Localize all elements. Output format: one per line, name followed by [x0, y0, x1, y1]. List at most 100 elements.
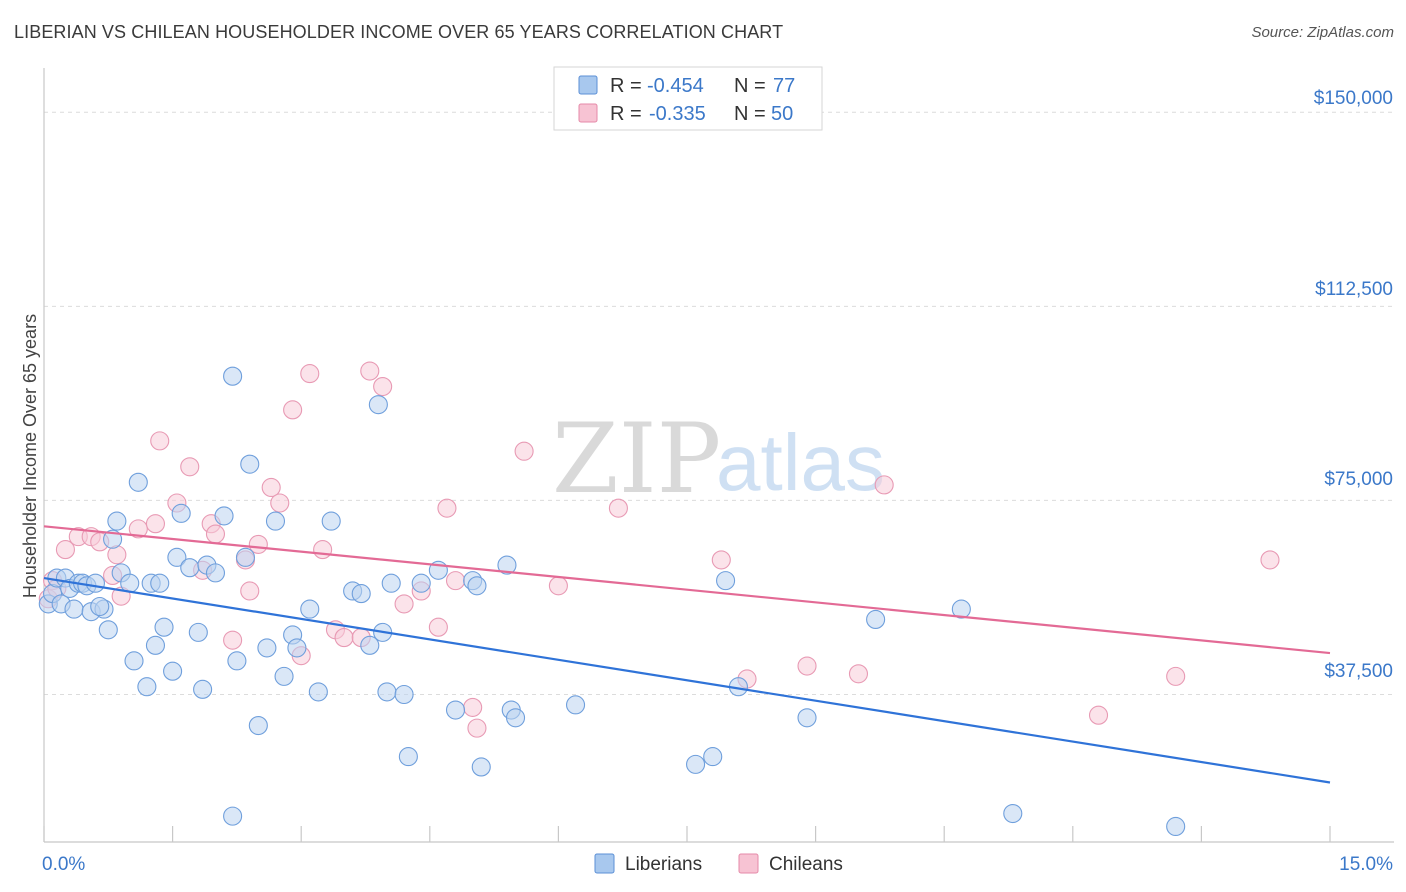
chileans-point	[874, 475, 894, 495]
liberians-point	[797, 708, 817, 728]
liberians-point	[214, 506, 234, 526]
liberians-point	[154, 617, 174, 637]
chileans-point	[797, 656, 817, 676]
legend-r-label: R =	[610, 103, 642, 125]
liberians-point	[193, 679, 213, 699]
legend-swatch-chileans	[578, 103, 598, 123]
liberians-point	[300, 599, 320, 619]
bottom-legend-swatch-liberians	[594, 853, 615, 874]
liberians-point	[145, 635, 166, 655]
liberians-point	[308, 682, 328, 702]
chileans-point	[514, 441, 534, 461]
x-tick-label-min: 0.0%	[42, 854, 85, 875]
chileans-point	[283, 400, 303, 420]
liberians-point	[686, 754, 706, 774]
liberians-point	[163, 661, 183, 681]
liberians-point	[128, 472, 148, 492]
liberians-point	[85, 573, 105, 593]
legend-n-label: N =	[734, 75, 766, 97]
liberians-point	[257, 638, 277, 658]
liberians-point	[137, 677, 157, 697]
liberians-point	[103, 529, 123, 549]
liberians-point	[951, 599, 971, 619]
liberians-point	[223, 806, 243, 826]
liberians-point	[381, 573, 401, 593]
chileans-point	[128, 519, 148, 539]
chileans-point	[467, 718, 487, 738]
liberians-points	[38, 366, 1186, 837]
legend-n-label: N =	[734, 103, 766, 125]
liberians-point	[227, 651, 247, 671]
chileans-point	[180, 457, 200, 477]
liberians-point	[360, 635, 380, 655]
y-tick-label: $75,000	[1324, 469, 1393, 490]
x-axis-ticks	[43, 826, 1331, 842]
liberians-point	[120, 573, 140, 593]
chileans-point	[445, 571, 466, 591]
bottom-legend-chileans: Chileans	[769, 854, 843, 875]
bottom-legend-liberians: Liberians	[625, 854, 702, 875]
chileans-point	[223, 630, 243, 650]
liberians-point	[565, 695, 586, 715]
liberians-point	[274, 666, 294, 686]
liberians-point	[188, 622, 208, 642]
chileans-point	[240, 581, 260, 601]
liberians-point	[321, 511, 341, 531]
liberians-point	[240, 454, 260, 474]
liberians-point	[1166, 816, 1186, 837]
chileans-point	[1260, 550, 1280, 570]
y-tick-label: $37,500	[1324, 661, 1393, 682]
liberians-point	[90, 596, 110, 617]
chileans-point	[394, 594, 414, 614]
liberians-point	[150, 573, 170, 593]
liberians-point	[64, 599, 84, 619]
liberians-point	[235, 547, 256, 567]
liberians-point	[411, 573, 431, 593]
watermark-atlas: atlas	[716, 418, 885, 507]
chileans-point	[205, 524, 226, 544]
watermark-zip: ZIP	[552, 403, 721, 515]
legend-n-value: 77	[773, 75, 795, 97]
top-legend: R = -0.454 N = 77 R = -0.335 N = 50	[553, 66, 823, 131]
chileans-point	[437, 498, 457, 518]
liberians-point	[98, 620, 118, 640]
legend-swatch-liberians	[578, 75, 598, 95]
liberians-point	[1003, 803, 1023, 824]
legend-r-label: R =	[610, 75, 642, 97]
chileans-point	[463, 697, 483, 717]
legend-r-value: -0.335	[649, 103, 706, 125]
chileans-point	[548, 576, 568, 596]
liberians-point	[394, 684, 414, 705]
liberians-point	[497, 555, 517, 575]
liberians-point	[205, 563, 226, 583]
liberians-point	[171, 503, 191, 523]
liberians-point	[471, 757, 491, 777]
chileans-point	[373, 376, 393, 397]
chileans-point	[55, 540, 75, 560]
chileans-point	[848, 664, 869, 684]
y-tick-label: $112,500	[1315, 279, 1393, 300]
chileans-point	[150, 431, 170, 451]
liberians-point	[107, 511, 127, 531]
chileans-point	[1166, 666, 1186, 686]
liberians-trend-line	[43, 576, 1331, 784]
bottom-legend: Liberians Chileans	[594, 853, 843, 875]
liberians-point	[287, 638, 307, 658]
chileans-point	[711, 550, 731, 570]
liberians-point	[124, 651, 144, 671]
liberians-point	[223, 366, 243, 386]
bottom-legend-swatch-chileans	[738, 853, 759, 874]
chileans-point	[334, 628, 354, 648]
y-axis-label: Householder Income Over 65 years	[20, 314, 40, 598]
chileans-point	[145, 514, 166, 534]
legend-r-value: -0.454	[647, 75, 704, 97]
chileans-point	[360, 361, 380, 381]
liberians-point	[445, 700, 466, 720]
liberians-point	[167, 547, 187, 567]
liberians-point	[377, 682, 397, 702]
y-tick-label: $150,000	[1314, 88, 1393, 109]
liberians-point	[398, 747, 418, 767]
chileans-point	[608, 498, 628, 518]
x-tick-label-max: 15.0%	[1339, 854, 1393, 875]
chileans-point	[313, 540, 333, 560]
